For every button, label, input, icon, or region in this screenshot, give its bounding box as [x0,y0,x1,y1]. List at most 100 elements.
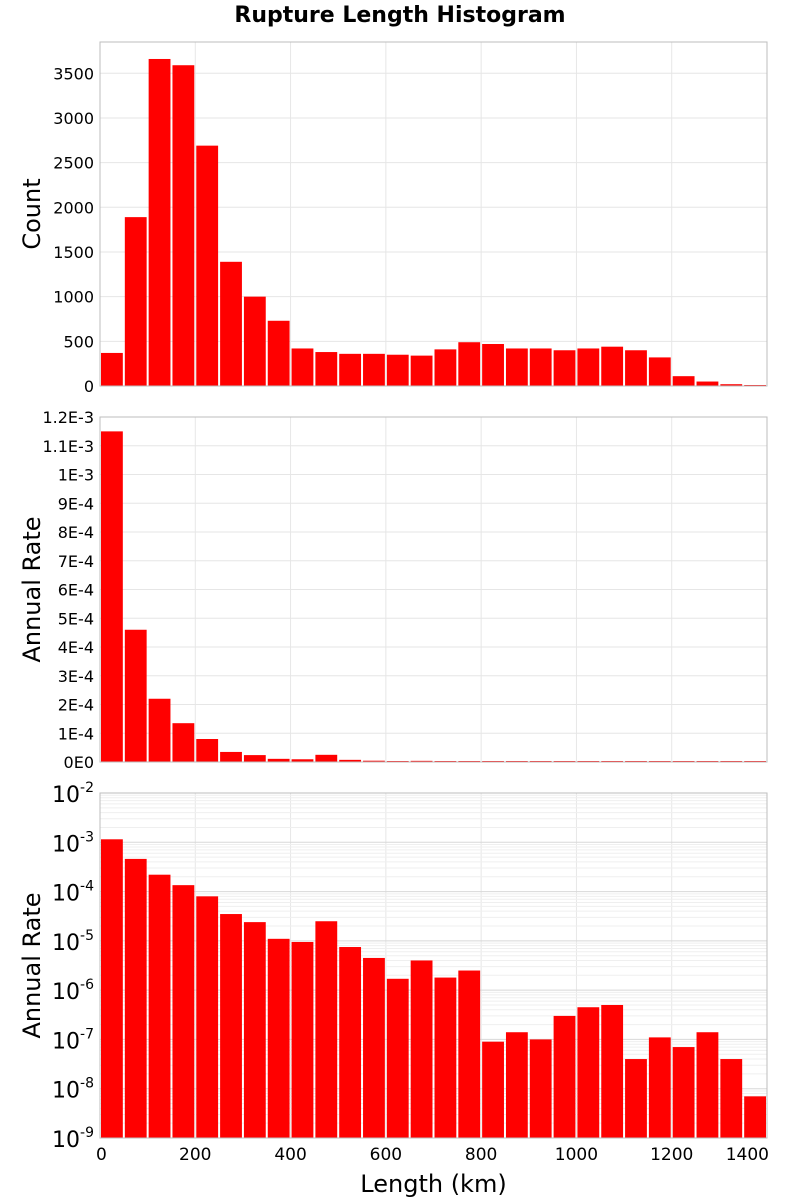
histogram-bar [553,350,576,386]
y-tick-label: 10-8 [52,1076,94,1104]
histogram-bar [672,376,695,386]
histogram-bar [577,1007,600,1138]
histogram-bar [363,760,385,762]
plot-frame [99,792,768,1139]
y-axis-label: Count [18,178,46,249]
histogram-bar [648,357,671,386]
histogram-bar [363,957,385,1138]
histogram-bar [196,145,219,386]
y-tick-label: 9E-4 [58,494,94,513]
y-tick-label: 10-2 [52,780,94,808]
y-tick-label: 10-7 [52,1026,94,1054]
plot-frame [99,41,768,387]
y-tick-label: 8E-4 [58,523,94,542]
histogram-bar [553,1015,576,1138]
y-tick-label: 3500 [53,64,94,83]
x-tick-label: 1000 [555,1145,598,1165]
histogram-bar [172,65,195,386]
histogram-bar [601,346,624,386]
histogram-bar [339,759,362,762]
histogram-bar [482,1041,504,1138]
histogram-bar [625,1059,647,1138]
panel-3: 10-9 10-8 10-7 10-6 10-5 10-4 10-3 10-2 Annual R… [18,780,769,1198]
y-tick-label: 1.2E-3 [42,408,94,427]
y-tick-label: 10-5 [52,928,94,956]
histogram-bar [505,1032,528,1138]
y-tick-label: 3000 [53,109,94,128]
y-tick-label: 2000 [53,198,94,217]
histogram-bar [386,978,409,1138]
y-axis-label: Annual Rate [18,892,46,1038]
histogram-bar [101,352,123,386]
histogram-bar [196,739,219,762]
y-tick-label: 5E-4 [58,609,94,628]
histogram-bar [339,353,362,386]
y-tick-label: 10-3 [52,829,94,857]
histogram-bar [482,344,504,386]
histogram-bar [315,921,338,1138]
panel-1: 0 500 1000 1500 2000 2500 3000 3500 Count [18,41,768,396]
histogram-bar [410,760,433,762]
histogram-bar [458,970,481,1138]
x-axis-label: Length (km) [360,1170,506,1198]
histogram-bar [243,922,266,1138]
x-tick-label: 200 [179,1145,211,1165]
histogram-bar [220,751,242,762]
histogram-bar [267,938,290,1138]
y-tick-label: 10-4 [52,879,94,907]
y-tick-label: 2E-4 [58,696,94,715]
histogram-bar [124,629,147,762]
y-tick-label: 1000 [53,288,94,307]
y-tick-label: 1E-4 [58,724,94,743]
histogram-bar [315,352,338,386]
histogram-bar [291,348,314,386]
histogram-bar [243,755,266,762]
histogram-bar [744,1096,766,1138]
histogram-bar [696,381,719,386]
x-tick-label: 1200 [650,1145,693,1165]
histogram-bar [220,914,242,1138]
histogram-bar [672,1047,695,1138]
chart-title: Rupture Length Histogram [234,3,566,28]
histogram-bar [458,342,481,386]
histogram-bar [577,348,600,386]
plot-frame [99,416,768,763]
histogram-bar [434,977,457,1138]
panel-2: 0E0 1E-4 2E-4 3E-4 4E-4 5E-4 6E-4 7E-4 8E-4 9E-4 1… [18,408,768,772]
histogram-bar [529,348,552,386]
histogram-bar [148,58,171,386]
histogram-bar [720,384,743,386]
histogram-bar [315,754,338,762]
y-tick-label: 1500 [53,243,94,262]
y-tick-label: 2500 [53,154,94,173]
histogram-bar [696,1032,719,1138]
y-axis-label: Annual Rate [18,516,46,662]
y-tick-label: 500 [63,332,94,351]
y-tick-label: 1E-3 [58,466,94,485]
histogram-bar [267,320,290,386]
x-tick-label: 1400 [726,1145,769,1165]
y-tick-label: 0E0 [64,753,94,772]
x-tick-label: 800 [465,1145,497,1165]
histogram-bar [648,1037,671,1138]
histogram-bar [601,1004,624,1138]
y-tick-label: 6E-4 [58,581,94,600]
histogram-bar [410,960,433,1138]
histogram-bar [291,759,314,762]
y-tick-label: 4E-4 [58,638,94,657]
histogram-bar [625,350,647,386]
y-tick-label: 0 [84,377,94,396]
x-tick-label: 0 [96,1145,107,1165]
histogram-bar [196,896,219,1138]
x-tick-label: 400 [274,1145,306,1165]
histogram-bar [101,839,123,1138]
histogram-bar [386,354,409,386]
y-tick-label: 10-9 [52,1125,94,1153]
histogram-bar [124,217,147,386]
histogram-bar [363,353,385,386]
y-tick-label: 3E-4 [58,667,94,686]
histogram-bar [172,885,195,1138]
histogram-bar [220,261,242,386]
